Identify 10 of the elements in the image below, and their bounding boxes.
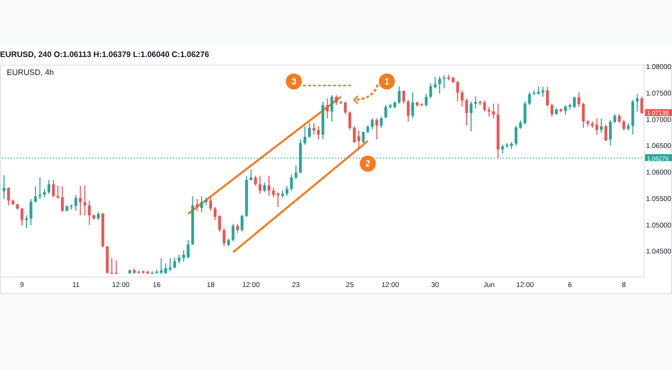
candlestick bbox=[38, 177, 42, 199]
annotation: 3 bbox=[291, 76, 296, 86]
candlestick bbox=[474, 96, 477, 108]
candlestick bbox=[114, 260, 118, 274]
text: EURUSD, 4h bbox=[6, 68, 54, 77]
annotation: 2 bbox=[365, 158, 370, 169]
candlestick bbox=[110, 258, 114, 274]
chart-title: EURUSD, 240 O:1.06113 H:1.06379 L:1.06040 C:1.06276 bbox=[0, 50, 210, 60]
annotation: 1 bbox=[384, 76, 390, 86]
candlestick bbox=[442, 75, 446, 88]
